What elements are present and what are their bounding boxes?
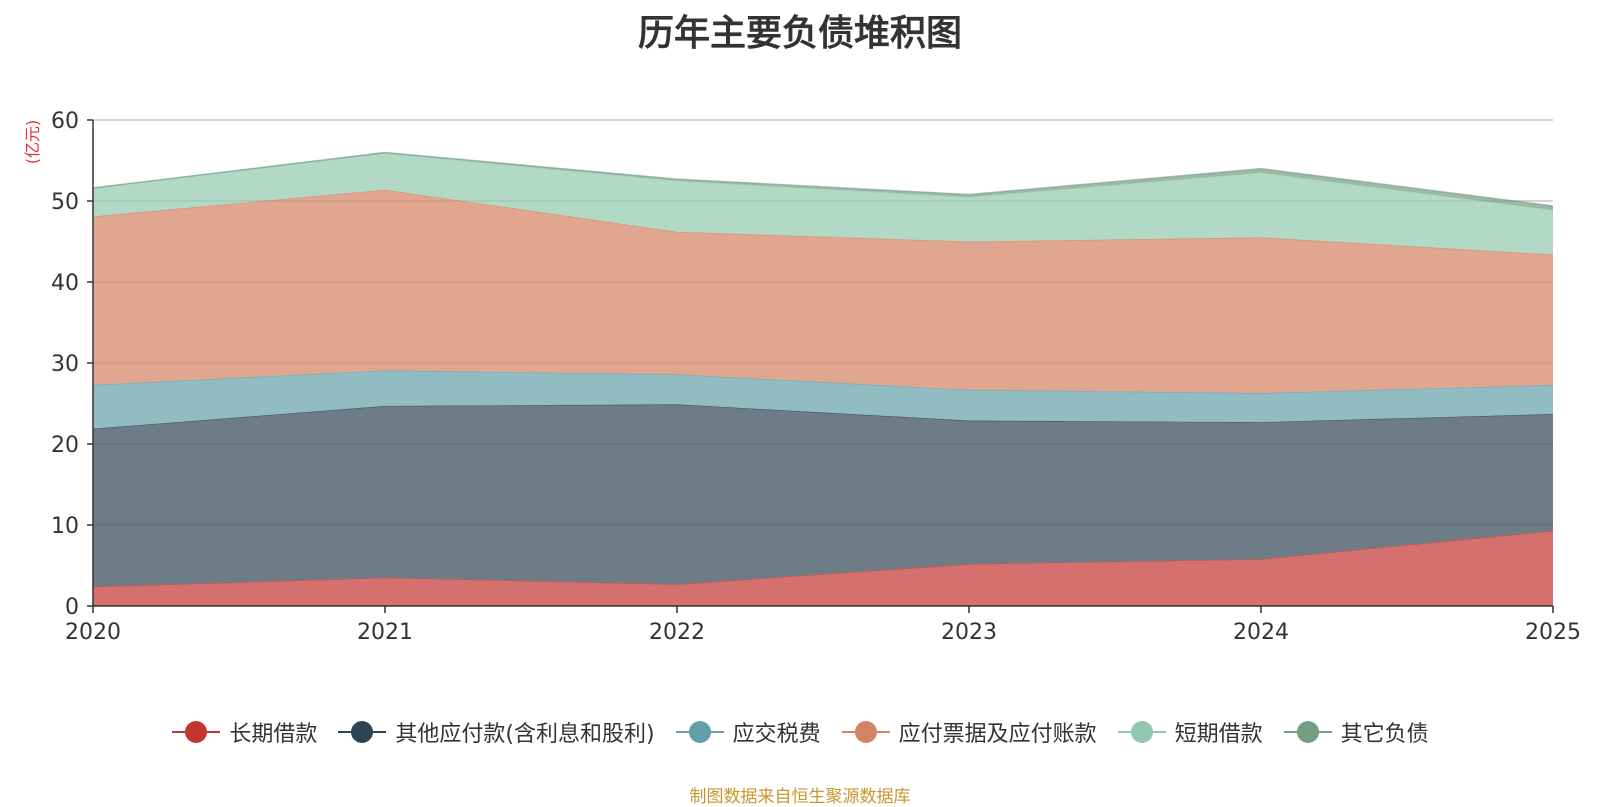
legend-item-4[interactable]: 短期借款 — [1117, 716, 1263, 748]
legend-label: 应付票据及应付账款 — [898, 722, 1097, 747]
legend-label: 短期借款 — [1174, 722, 1263, 747]
x-tick-label: 2023 — [941, 620, 997, 645]
legend-item-5[interactable]: 其它负债 — [1283, 716, 1429, 748]
source-note: 制图数据来自恒生聚源数据库 — [689, 787, 911, 807]
x-tick-label: 2024 — [1233, 620, 1289, 645]
y-tick-label: 30 — [51, 352, 79, 377]
y-tick-label: 60 — [51, 109, 79, 134]
legend-marker-icon — [172, 721, 221, 743]
legend-marker-icon — [675, 721, 724, 743]
legend-marker-icon — [1283, 721, 1332, 743]
x-tick-label: 2020 — [65, 620, 121, 645]
area-series-3[interactable] — [93, 189, 1553, 393]
legend-marker-icon — [1117, 721, 1166, 743]
legend-item-1[interactable]: 其他应付款(含利息和股利) — [337, 716, 655, 748]
area-series-0[interactable] — [93, 530, 1553, 606]
line-series-5 — [92, 151, 1554, 207]
y-tick-label: 20 — [51, 433, 79, 458]
legend-item-3[interactable]: 应付票据及应付账款 — [841, 716, 1097, 748]
legend-item-0[interactable]: 长期借款 — [171, 716, 317, 748]
legend: 长期借款 其他应付款(含利息和股利) 应交税费 应付票据及应付账款 短期借款 其它负债 — [0, 716, 1600, 748]
legend-marker-icon — [338, 721, 387, 743]
legend-label: 其它负债 — [1340, 722, 1429, 747]
y-tick-label: 40 — [51, 271, 79, 296]
y-tick-label: 10 — [51, 514, 79, 539]
y-tick-label: 50 — [51, 190, 79, 215]
legend-item-2[interactable]: 应交税费 — [675, 716, 821, 748]
area-series-4[interactable] — [93, 153, 1553, 255]
area-series-1[interactable] — [93, 404, 1553, 587]
legend-label: 长期借款 — [229, 722, 318, 747]
area-series-2[interactable] — [93, 370, 1553, 429]
axes: 0 10 20 30 40 50 60 2020 2021 2022 2023 2024 2025 — [51, 109, 1581, 645]
x-tick-label: 2021 — [357, 620, 413, 645]
y-axis-label: (亿元) — [23, 120, 42, 165]
x-tick-label: 2022 — [649, 620, 705, 645]
legend-label: 其他应付款(含利息和股利) — [395, 722, 655, 747]
legend-label: 应交税费 — [732, 722, 821, 747]
y-tick-label: 0 — [65, 595, 79, 620]
legend-marker-icon — [841, 721, 890, 743]
stacked-areas — [92, 151, 1554, 606]
x-tick-label: 2025 — [1525, 620, 1581, 645]
chart-title: 历年主要负债堆积图 — [637, 13, 962, 54]
